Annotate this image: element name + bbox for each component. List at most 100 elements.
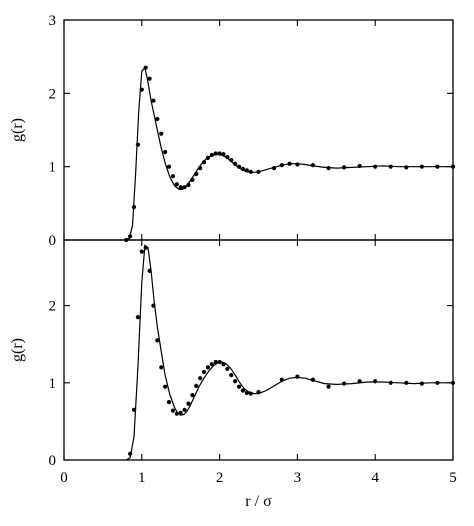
top-data-point	[236, 164, 242, 169]
bottom-ytick-label-0: 0	[49, 453, 57, 469]
bottom-data-point	[233, 379, 238, 384]
bottom-xtick-label-0: 0	[60, 470, 68, 486]
top-data-point	[244, 168, 249, 173]
top-plot-frame	[63, 19, 454, 241]
bottom-data-point	[205, 365, 211, 370]
bottom-data-point	[190, 393, 195, 398]
top-ylabel: g(r)	[9, 118, 26, 142]
bottom-data-point	[435, 380, 440, 385]
bottom-series-line	[125, 244, 453, 461]
bottom-data-point	[326, 384, 331, 389]
bottom-data-point	[201, 369, 207, 375]
bottom-data-point	[388, 380, 393, 385]
top-data-point	[131, 204, 137, 210]
bottom-data-point	[310, 377, 316, 382]
bottom-xlabel: r / σ	[245, 493, 272, 510]
top-data-point	[151, 98, 156, 103]
bottom-data-point	[357, 379, 362, 384]
bottom-data-point	[147, 268, 152, 273]
top-ytick-label-1: 1	[49, 160, 57, 176]
top-data-point	[194, 171, 199, 177]
top-data-point	[166, 164, 172, 169]
top-data-point	[225, 155, 230, 160]
bottom-xtick-label-4: 4	[371, 470, 379, 486]
top-data-point	[155, 116, 160, 122]
top-data-point	[139, 87, 144, 92]
bottom-data-point	[295, 374, 300, 379]
top-data-point	[287, 161, 292, 166]
bottom-plot-frame	[63, 239, 454, 461]
bottom-data-point	[135, 315, 141, 320]
top-data-point	[213, 151, 218, 156]
top-data-point	[174, 182, 179, 187]
top-data-point	[198, 166, 203, 171]
top-data-point	[201, 160, 207, 165]
bottom-data-point	[419, 381, 424, 386]
top-data-point	[240, 166, 246, 171]
bottom-data-point	[155, 338, 160, 343]
bottom-data-point	[131, 407, 137, 412]
bottom-data-point	[221, 362, 226, 367]
bottom-data-point	[186, 401, 191, 406]
bottom-data-point	[256, 389, 261, 395]
top-data-point	[128, 234, 133, 239]
bottom-data-point	[128, 451, 133, 456]
bottom-data-point	[178, 410, 183, 416]
top-data-point	[295, 162, 300, 167]
top-data-point	[450, 164, 456, 169]
top-series-line	[124, 66, 453, 241]
bottom-ytick-label-2: 2	[49, 299, 57, 315]
top-data-point	[209, 152, 214, 158]
top-data-point	[256, 169, 261, 174]
top-data-point	[271, 166, 277, 171]
bottom-data-point	[209, 362, 214, 367]
top-data-point	[170, 174, 176, 179]
bottom-data-point	[248, 391, 253, 396]
bottom-ylabel: g(r)	[9, 338, 26, 362]
bottom-data-point	[170, 408, 176, 413]
bottom-data-point	[166, 400, 172, 405]
top-data-point	[357, 163, 362, 169]
bottom-data-point	[225, 366, 230, 372]
bottom-data-point	[240, 388, 246, 393]
top-data-point	[143, 65, 148, 70]
top-data-point	[190, 177, 195, 182]
top-data-point	[404, 165, 409, 170]
bottom-data-point	[174, 411, 179, 416]
top-data-point	[373, 164, 378, 169]
top-data-point	[221, 152, 226, 157]
bottom-data-point	[139, 249, 144, 254]
top-data-point	[229, 157, 234, 163]
top-data-point	[186, 182, 191, 188]
bottom-data-point	[182, 407, 187, 412]
bottom-xtick-label-1: 1	[138, 470, 146, 486]
bottom-xtick-label-5: 5	[449, 470, 457, 486]
bottom-data-point	[151, 303, 156, 308]
top-data-point	[147, 76, 152, 81]
top-data-point	[135, 142, 141, 147]
bottom-data-point	[450, 380, 456, 385]
top-data-point	[326, 166, 331, 171]
top-data-point	[388, 164, 393, 169]
bottom-data-point	[194, 383, 199, 388]
bottom-data-point	[236, 384, 242, 389]
top-data-point	[419, 164, 424, 169]
top-data-point	[233, 161, 238, 166]
bottom-data-point	[341, 381, 347, 386]
bottom-data-point	[213, 359, 218, 365]
top-data-point	[178, 185, 183, 190]
bottom-data-point	[373, 379, 378, 384]
bottom-xtick-label-3: 3	[294, 470, 302, 486]
top-data-point	[248, 169, 253, 174]
bottom-data-point	[143, 245, 148, 250]
top-data-point	[163, 149, 168, 155]
bottom-ytick-label-1: 1	[49, 376, 57, 392]
bottom-data-point	[198, 376, 203, 381]
top-data-point	[341, 165, 347, 170]
top-data-point	[435, 164, 440, 169]
top-data-point	[310, 163, 316, 168]
bottom-data-point	[217, 359, 222, 365]
bottom-data-point	[279, 377, 284, 382]
bottom-data-point	[163, 384, 168, 389]
